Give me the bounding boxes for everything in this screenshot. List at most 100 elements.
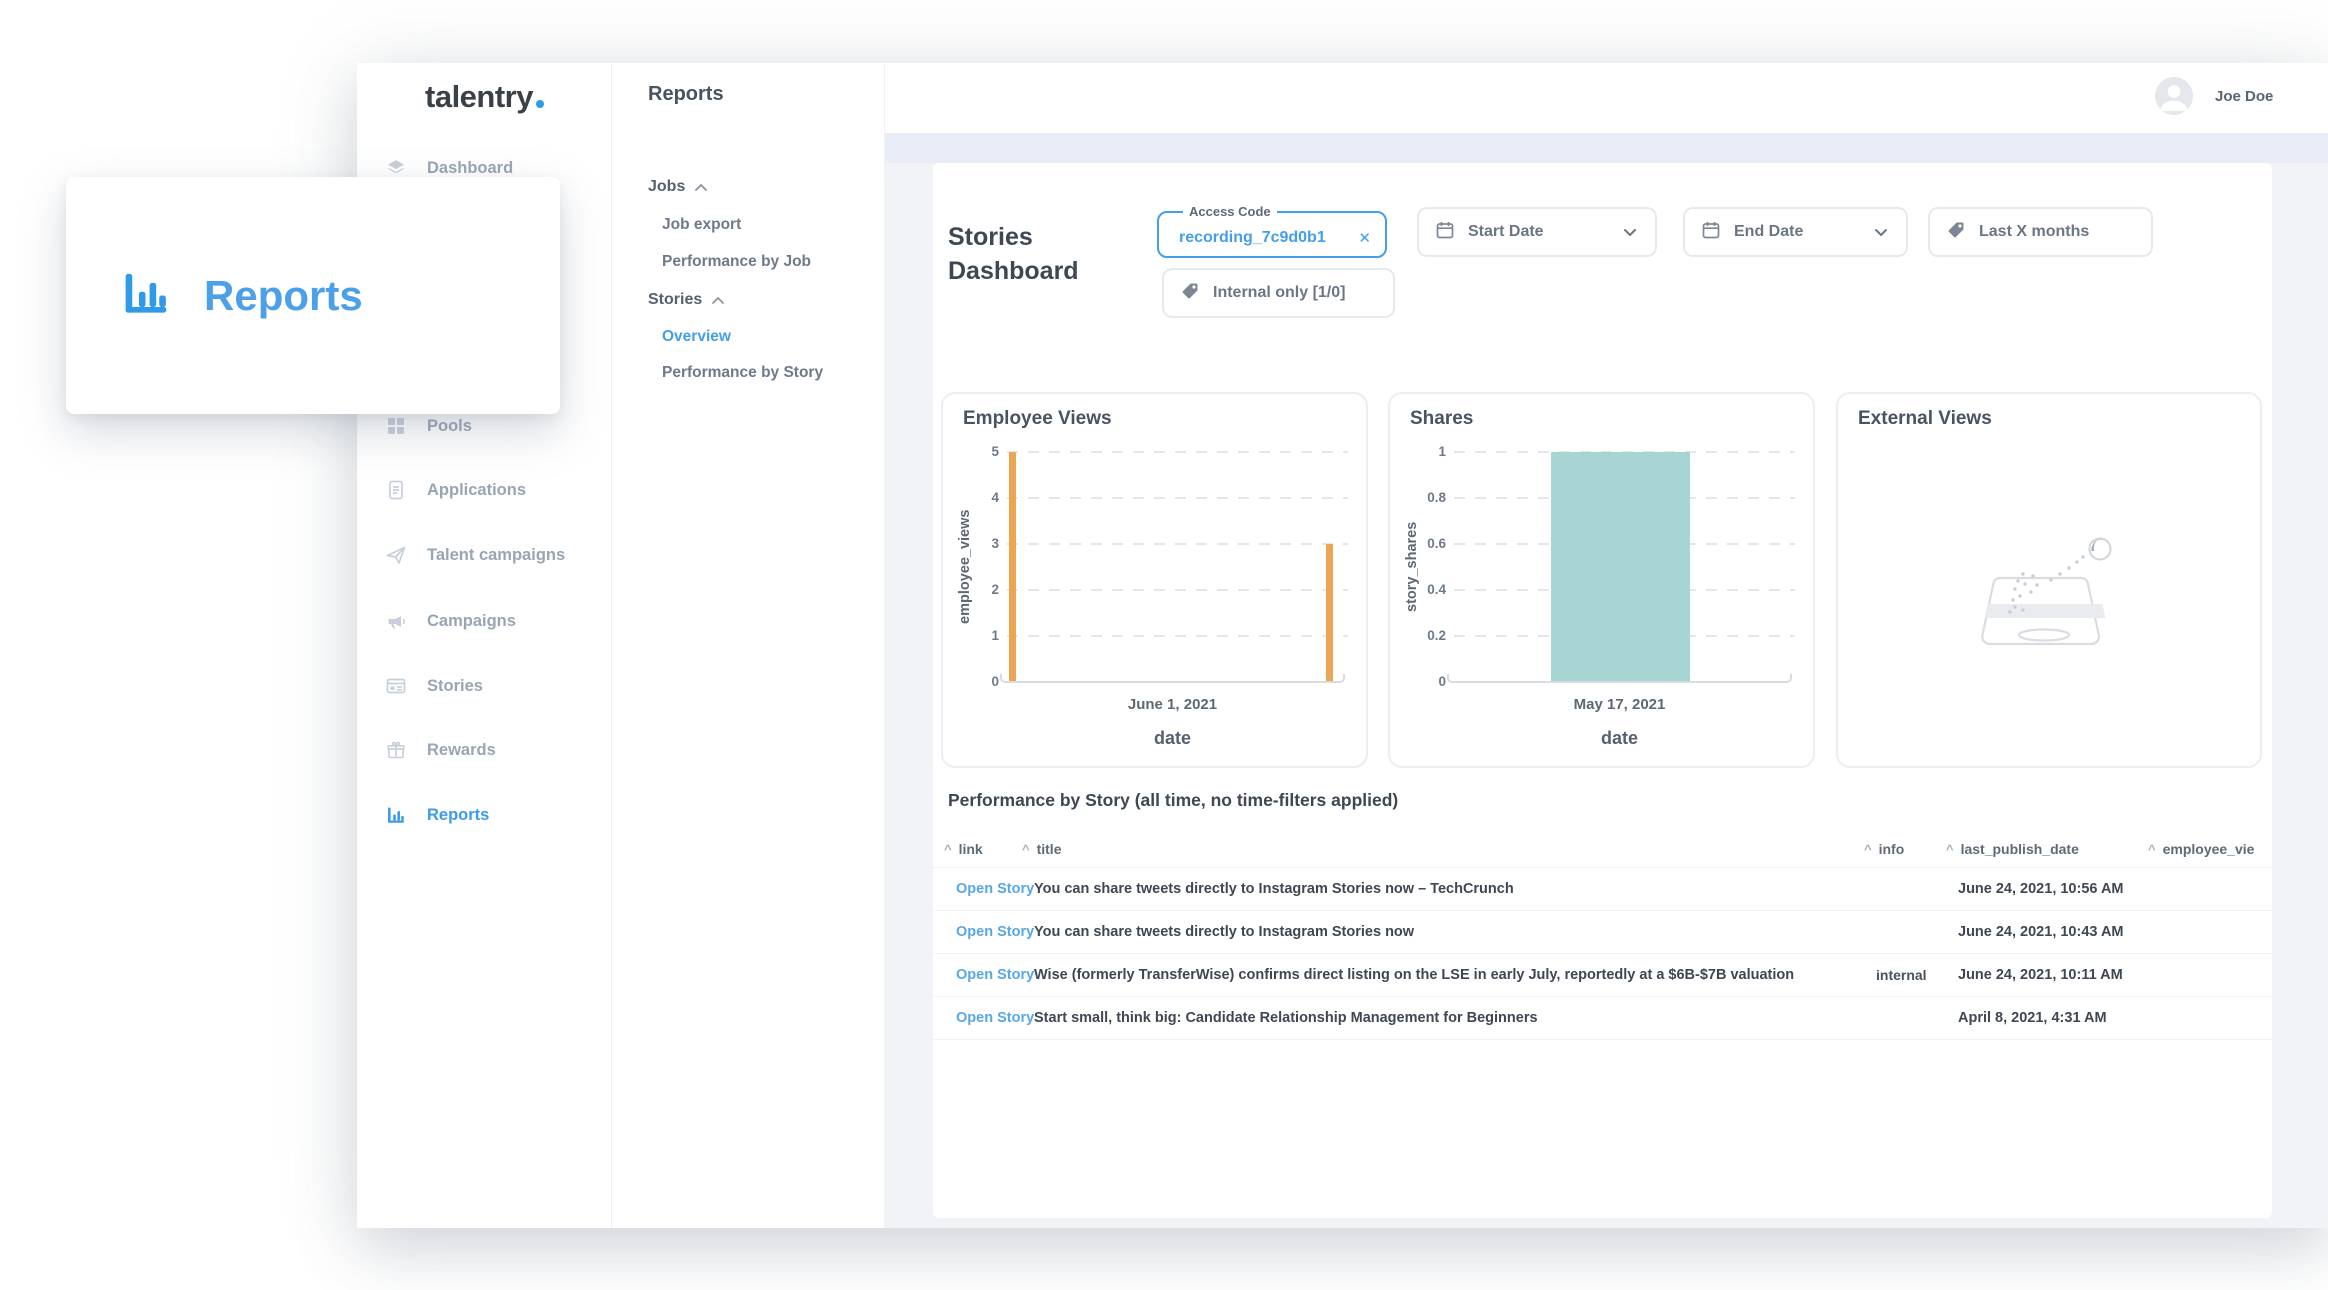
gridline <box>1007 589 1348 591</box>
access-code-value: recording_7c9d0b1 <box>1179 228 1326 246</box>
last-publish-date-cell: April 8, 2021, 4:31 AM <box>1958 1010 2107 1026</box>
story-title-cell: You can share tweets directly to Instagr… <box>1034 924 1415 940</box>
bar-chart-icon <box>385 804 407 826</box>
last-publish-date-cell: June 24, 2021, 10:56 AM <box>1958 881 2124 897</box>
sidebar-item-label: Stories <box>427 676 483 695</box>
gridlines <box>1005 451 1348 682</box>
column-header-link[interactable]: ^ link <box>944 841 983 857</box>
subnav-section-stories[interactable]: Stories <box>648 289 725 311</box>
access-code-label: Access Code <box>1189 204 1271 219</box>
y-tick-label: 1 <box>991 628 999 643</box>
tag-icon <box>1946 220 1966 245</box>
document-icon <box>385 479 407 501</box>
column-header-last-publish-date[interactable]: ^ last_publish_date <box>1946 841 2079 857</box>
sidebar-item-pools[interactable]: Pools <box>357 411 612 441</box>
chart-card-external-views: External Views <box>1836 392 2262 768</box>
y-tick-label: 0.4 <box>1427 582 1446 597</box>
sidebar-item-label: Campaigns <box>427 611 516 630</box>
content-top-band <box>885 133 2328 163</box>
callout-label: Reports <box>204 271 363 319</box>
sidebar-item-talent-campaigns[interactable]: Talent campaigns <box>357 540 612 570</box>
open-story-link[interactable]: Open Story <box>956 1010 1035 1026</box>
subnav-item-performance-by-job[interactable]: Performance by Job <box>662 251 811 273</box>
chevron-up-icon <box>712 291 725 309</box>
start-date-filter[interactable]: Start Date <box>1417 207 1657 257</box>
bar-chart-icon <box>118 265 174 326</box>
paper-plane-icon <box>385 544 407 566</box>
column-header-title[interactable]: ^ title <box>1022 841 1062 857</box>
reports-subnav: Reports Jobs Job export Performance by J… <box>612 63 885 1228</box>
logo-dot <box>535 100 544 108</box>
subnav-item-label: Job export <box>662 216 742 233</box>
y-tick-label: 2 <box>991 582 999 597</box>
stories-dashboard-card: Stories Dashboard Access Code recording_… <box>933 163 2272 1218</box>
open-story-link[interactable]: Open Story <box>956 924 1035 940</box>
last-publish-date-cell: June 24, 2021, 10:43 AM <box>1958 924 2124 940</box>
x-axis-line <box>1000 674 1345 683</box>
last-x-months-filter[interactable]: Last X months <box>1928 207 2153 257</box>
y-tick-label: 0 <box>1438 674 1446 689</box>
column-header-employee-views[interactable]: ^ employee_vie <box>2148 841 2255 857</box>
sidebar-item-label: Applications <box>427 480 527 499</box>
x-axis-label: date <box>1600 728 1638 748</box>
calendar-icon <box>1701 220 1721 245</box>
y-tick-label: 1 <box>1438 444 1446 459</box>
access-code-filter[interactable]: Access Code recording_7c9d0b1 ✕ <box>1157 204 1387 258</box>
chevron-up-icon <box>695 178 708 196</box>
empty-tray-illustration <box>1963 532 2128 677</box>
internal-only-filter[interactable]: Internal only [1/0] <box>1162 268 1395 318</box>
data-bar <box>1551 452 1690 682</box>
subnav-item-job-export[interactable]: Job export <box>662 214 741 236</box>
logo-text: talentry <box>425 79 533 114</box>
sidebar-item-label: Pools <box>427 416 472 435</box>
content-area: Stories Dashboard Access Code recording_… <box>885 163 2328 1228</box>
bars-layer <box>1005 452 1340 682</box>
avatar <box>2155 77 2193 115</box>
plot-area <box>1447 451 1795 683</box>
y-tick-label: 0.2 <box>1427 628 1446 643</box>
story-card-icon <box>385 675 407 697</box>
subnav-item-label: Performance by Job <box>662 253 812 270</box>
sidebar-item-rewards[interactable]: Rewards <box>357 735 612 765</box>
subnav-item-label: Performance by Story <box>662 364 824 381</box>
sidebar-item-dashboard[interactable]: Dashboard <box>357 153 612 183</box>
open-story-link[interactable]: Open Story <box>956 881 1035 897</box>
table-row: Open Story You can share tweets directly… <box>933 911 2272 954</box>
table-row: Open Story Start small, think big: Candi… <box>933 997 2272 1040</box>
subnav-item-overview[interactable]: Overview <box>662 326 731 348</box>
sort-caret-icon: ^ <box>2148 842 2156 857</box>
chevron-down-icon <box>1872 223 1890 241</box>
open-story-link[interactable]: Open Story <box>956 967 1035 983</box>
sidebar-item-label: Talent campaigns <box>427 545 566 564</box>
clear-filter-icon[interactable]: ✕ <box>1358 229 1371 247</box>
sidebar-item-campaigns[interactable]: Campaigns <box>357 606 612 636</box>
sidebar-item-stories[interactable]: Stories <box>357 671 612 701</box>
subnav-title: Reports <box>648 83 724 105</box>
sidebar-item-label: Rewards <box>427 740 496 759</box>
y-axis-ticks: 1 0.8 0.6 0.4 0.2 0 <box>1416 444 1446 689</box>
sort-caret-icon: ^ <box>1864 842 1872 857</box>
story-title-cell: You can share tweets directly to Instagr… <box>1034 881 1514 897</box>
sidebar-item-applications[interactable]: Applications <box>357 475 612 505</box>
column-header-info[interactable]: ^ info <box>1864 841 1905 857</box>
subnav-item-performance-by-story[interactable]: Performance by Story <box>662 362 823 384</box>
story-title-cell: Wise (formerly TransferWise) confirms di… <box>1034 967 1795 983</box>
subnav-section-label: Stories <box>648 291 703 308</box>
end-date-filter[interactable]: End Date <box>1683 207 1908 257</box>
table-row: Open Story Wise (formerly TransferWise) … <box>933 954 2272 997</box>
sidebar-item-reports[interactable]: Reports <box>357 800 612 830</box>
y-tick-label: 0.8 <box>1427 490 1446 505</box>
table-title: Performance by Story (all time, no time-… <box>948 790 1399 810</box>
gridline <box>1007 451 1348 453</box>
end-date-label: End Date <box>1734 223 1804 240</box>
sort-caret-icon: ^ <box>1022 842 1030 857</box>
sort-caret-icon: ^ <box>1946 842 1954 857</box>
internal-only-label: Internal only [1/0] <box>1213 284 1346 301</box>
gridline <box>1007 543 1348 545</box>
user-name: Joe Doe <box>2215 87 2274 105</box>
subnav-section-jobs[interactable]: Jobs <box>648 176 708 198</box>
user-menu[interactable]: Joe Doe <box>2155 77 2273 115</box>
